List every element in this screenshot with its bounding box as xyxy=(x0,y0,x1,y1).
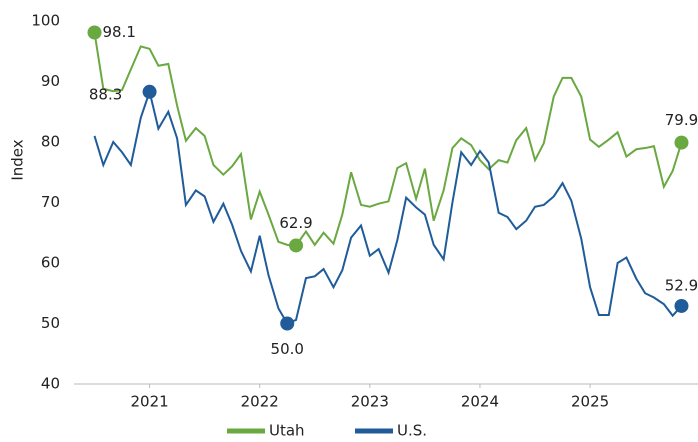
y-tick-label: 40 xyxy=(41,375,60,393)
series-line xyxy=(93,32,683,247)
y-tick-label: 90 xyxy=(41,72,60,90)
data-label: 50.0 xyxy=(271,340,304,358)
y-tick-label: 50 xyxy=(41,314,60,332)
y-tick-label: 80 xyxy=(41,133,60,151)
x-tick-label: 2021 xyxy=(130,393,168,411)
x-tick-label: 2023 xyxy=(351,393,389,411)
y-tick-label: 70 xyxy=(41,193,60,211)
data-label: 62.9 xyxy=(279,214,312,232)
point-marker xyxy=(289,238,304,253)
point-marker xyxy=(674,135,689,150)
data-label: 88.3 xyxy=(89,85,122,103)
data-label: 52.9 xyxy=(665,276,698,294)
x-tick-label: 2025 xyxy=(571,393,609,411)
y-tick-label: 100 xyxy=(31,12,60,30)
y-axis-label: Index xyxy=(9,139,27,180)
point-marker xyxy=(142,84,157,99)
point-marker xyxy=(674,298,689,313)
data-label: 98.1 xyxy=(103,23,136,41)
data-label: 79.9 xyxy=(665,111,698,129)
point-marker xyxy=(87,25,102,40)
x-tick-label: 2024 xyxy=(461,393,499,411)
legend-label: Utah xyxy=(269,422,305,439)
series-line xyxy=(93,88,683,325)
y-tick-label: 60 xyxy=(41,254,60,272)
point-marker xyxy=(280,316,295,331)
legend-label: U.S. xyxy=(397,422,427,439)
x-tick-label: 2022 xyxy=(241,393,279,411)
